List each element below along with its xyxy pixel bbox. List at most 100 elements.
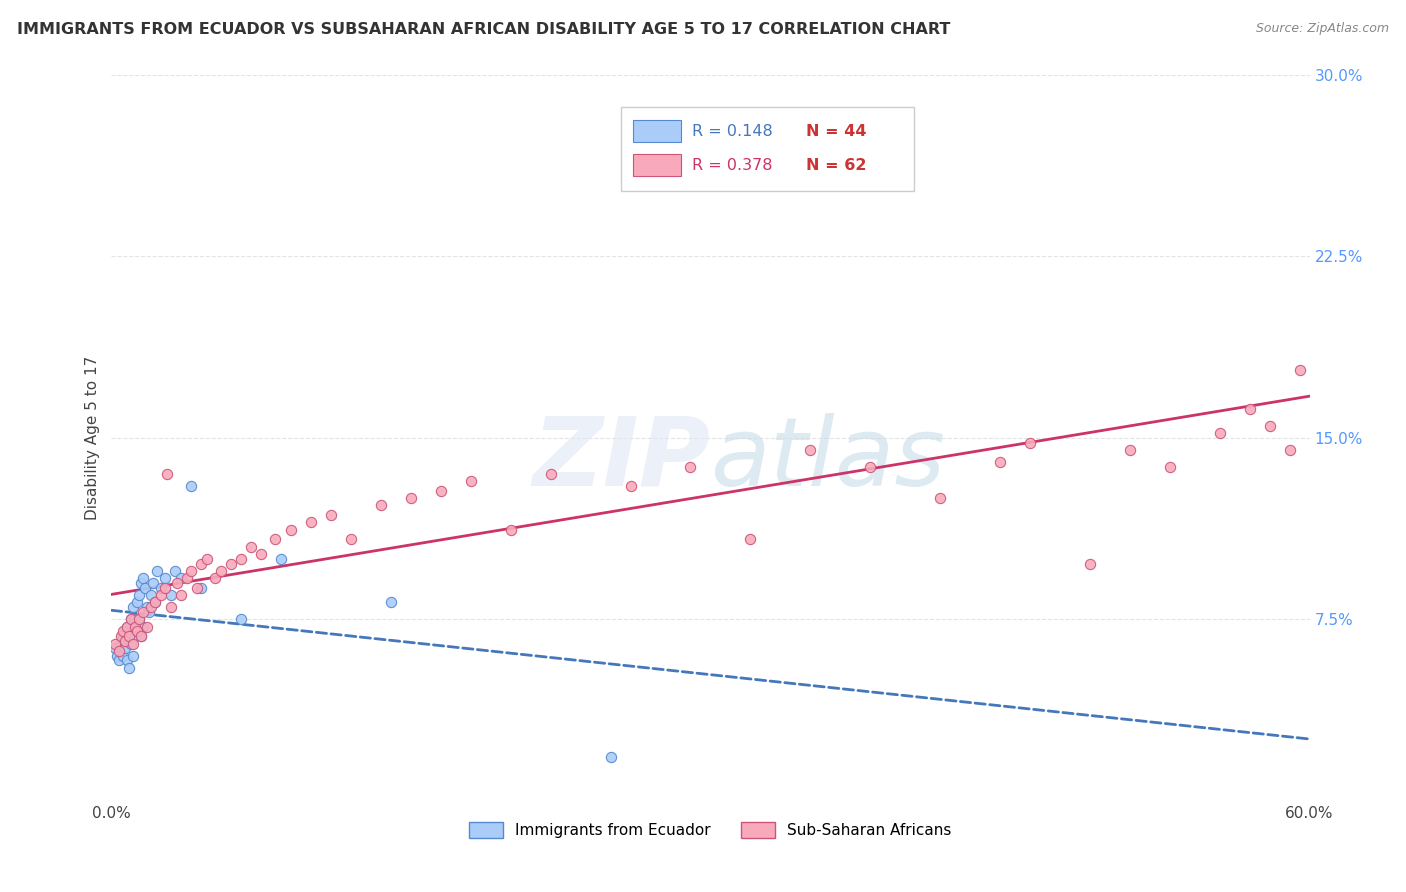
Point	[131, 629, 153, 643]
Point	[1019, 435, 1042, 450]
Point	[1078, 557, 1101, 571]
Point	[160, 588, 183, 602]
Text: N = 62: N = 62	[806, 158, 868, 173]
Point	[122, 636, 145, 650]
Point	[114, 641, 136, 656]
Point	[319, 508, 342, 523]
Point	[117, 653, 139, 667]
Point	[156, 467, 179, 481]
Point	[108, 644, 131, 658]
Point	[112, 624, 135, 639]
Point	[114, 624, 136, 639]
Point	[127, 624, 149, 639]
Point	[180, 564, 202, 578]
Point	[143, 595, 166, 609]
Point	[180, 479, 202, 493]
Point	[190, 557, 212, 571]
Point	[118, 661, 141, 675]
Point	[136, 619, 159, 633]
Text: atlas: atlas	[710, 413, 945, 506]
Point	[138, 605, 160, 619]
Point	[1258, 418, 1281, 433]
Point	[340, 533, 363, 547]
Point	[141, 600, 163, 615]
Point	[799, 442, 821, 457]
Point	[120, 636, 142, 650]
Point	[190, 581, 212, 595]
Point	[264, 533, 287, 547]
Point	[114, 634, 136, 648]
Point	[679, 459, 702, 474]
Point	[155, 581, 177, 595]
Text: R = 0.148: R = 0.148	[693, 124, 773, 138]
Point	[231, 612, 253, 626]
Point	[370, 499, 392, 513]
Point	[120, 612, 142, 626]
Point	[127, 595, 149, 609]
Point	[166, 576, 188, 591]
Legend: Immigrants from Ecuador, Sub-Saharan Africans: Immigrants from Ecuador, Sub-Saharan Afr…	[463, 816, 957, 844]
Point	[195, 551, 218, 566]
Point	[142, 576, 165, 591]
Point	[108, 653, 131, 667]
Point	[112, 629, 135, 643]
Point	[117, 619, 139, 633]
Point	[104, 641, 127, 656]
Point	[104, 636, 127, 650]
FancyBboxPatch shape	[620, 107, 914, 191]
Point	[132, 605, 155, 619]
Point	[988, 455, 1011, 469]
Point	[118, 629, 141, 643]
Point	[280, 523, 302, 537]
Point	[143, 595, 166, 609]
Point	[124, 612, 146, 626]
Point	[1278, 442, 1301, 457]
Point	[250, 547, 273, 561]
Text: IMMIGRANTS FROM ECUADOR VS SUBSAHARAN AFRICAN DISABILITY AGE 5 TO 17 CORRELATION: IMMIGRANTS FROM ECUADOR VS SUBSAHARAN AF…	[17, 22, 950, 37]
Point	[146, 564, 169, 578]
Point	[150, 581, 173, 595]
Point	[127, 624, 149, 639]
Point	[150, 588, 173, 602]
Point	[231, 551, 253, 566]
Point	[620, 479, 643, 493]
Point	[160, 600, 183, 615]
Point	[120, 612, 142, 626]
Text: Source: ZipAtlas.com: Source: ZipAtlas.com	[1256, 22, 1389, 36]
Point	[859, 459, 882, 474]
Point	[132, 619, 155, 633]
Point	[599, 750, 621, 764]
Point	[155, 571, 177, 585]
Point	[112, 648, 135, 663]
Point	[630, 136, 652, 150]
Point	[107, 648, 129, 663]
Bar	[633, 120, 681, 142]
Point	[170, 588, 193, 602]
Point	[204, 571, 226, 585]
Point	[1288, 363, 1310, 377]
Point	[186, 581, 208, 595]
Point	[176, 571, 198, 585]
Point	[270, 551, 292, 566]
Bar	[633, 154, 681, 177]
Point	[929, 491, 952, 506]
Point	[110, 636, 132, 650]
Point	[1159, 459, 1181, 474]
Point	[110, 629, 132, 643]
Point	[122, 600, 145, 615]
Point	[128, 588, 150, 602]
Point	[1239, 401, 1261, 416]
Point	[430, 483, 453, 498]
Text: R = 0.378: R = 0.378	[693, 158, 773, 173]
Point	[1119, 442, 1142, 457]
Point	[134, 581, 156, 595]
Point	[128, 612, 150, 626]
Point	[540, 467, 562, 481]
Point	[165, 564, 187, 578]
Point	[124, 619, 146, 633]
Point	[209, 564, 232, 578]
Point	[136, 600, 159, 615]
Point	[131, 629, 153, 643]
Text: N = 44: N = 44	[806, 124, 868, 138]
Text: ZIP: ZIP	[533, 413, 710, 506]
